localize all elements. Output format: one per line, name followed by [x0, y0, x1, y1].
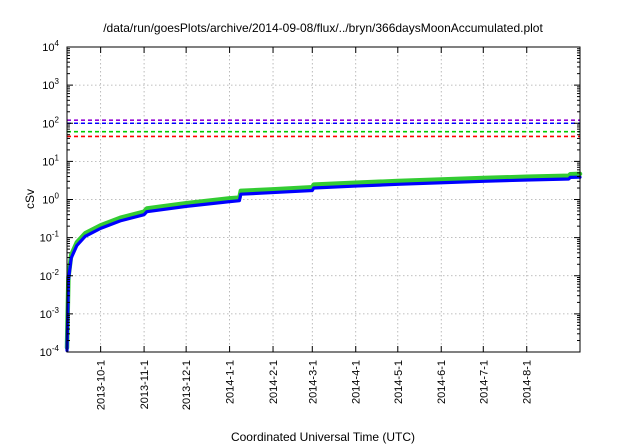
y-tick-label: 10-1 [40, 230, 60, 245]
grid [67, 47, 580, 352]
x-tick-label: 2014-8-1 [522, 360, 534, 404]
x-tick-label: 2013-11-1 [139, 360, 151, 409]
y-tick-label: 104 [42, 39, 59, 54]
y-tick-label: 103 [42, 77, 59, 92]
y-tick-label-exponent: -1 [52, 230, 60, 239]
y-tick-label: 10-4 [40, 344, 60, 359]
y-tick-label-base: 10 [40, 233, 52, 245]
x-axis-label: Coordinated Universal Time (UTC) [231, 430, 415, 444]
y-tick-label-base: 10 [42, 156, 54, 168]
series-line [65, 175, 582, 353]
y-tick-label-exponent: 1 [55, 153, 60, 162]
threshold-lines [67, 119, 580, 138]
x-tick-label: 2014-1-1 [225, 360, 237, 404]
y-tick-label: 100 [42, 192, 59, 207]
x-tick-label: 2013-12-1 [181, 360, 193, 410]
x-tick-label: 2014-6-1 [436, 360, 448, 404]
x-tick-label: 2014-2-1 [268, 360, 280, 404]
y-tick-label-exponent: -2 [52, 268, 60, 277]
x-tick-labels: 2013-10-1 2013-11-1 2013-12-1 2014-1-1 2014-… [96, 360, 534, 410]
x-tick-label: 2014-7-1 [478, 360, 490, 404]
y-tick-label: 10-2 [40, 268, 60, 283]
x-tick-label: 2014-5-1 [393, 360, 405, 404]
x-tick-label: 2013-10-1 [96, 360, 108, 410]
y-tick-label-base: 10 [40, 347, 52, 359]
y-tick-label-exponent: 3 [55, 77, 60, 86]
plot-frame [66, 46, 581, 353]
y-axis-label: cSv [23, 189, 37, 209]
y-tick-label-base: 10 [40, 271, 52, 283]
x-tick-label: 2014-4-1 [351, 360, 363, 404]
series-lines [64, 171, 583, 353]
y-tick-label: 101 [42, 153, 59, 168]
y-tick-label-exponent: 4 [55, 39, 60, 48]
y-tick-label-base: 10 [42, 118, 54, 130]
y-tick-label: 102 [42, 115, 59, 130]
chart-title: /data/run/goesPlots/archive/2014-09-08/f… [103, 21, 543, 35]
y-tick-label-base: 10 [42, 80, 54, 92]
y-tick-label-base: 10 [42, 195, 54, 207]
y-tick-label-exponent: 0 [55, 192, 60, 201]
y-tick-label-exponent: -4 [52, 344, 60, 353]
y-tick-label-base: 10 [40, 309, 52, 321]
y-tick-label: 10-3 [40, 306, 60, 321]
y-tick-label-exponent: -3 [52, 306, 60, 315]
y-tick-label-exponent: 2 [55, 115, 60, 124]
x-tick-label: 2014-3-1 [307, 360, 319, 404]
y-tick-label-base: 10 [42, 42, 54, 54]
